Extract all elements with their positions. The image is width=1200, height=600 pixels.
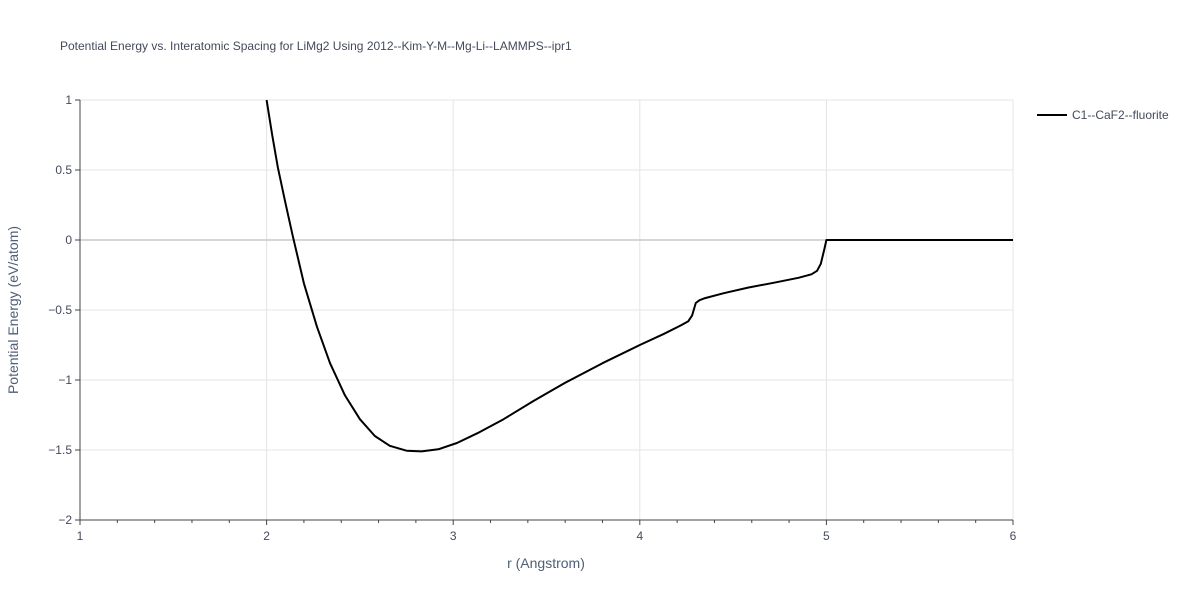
plot-area	[265, 99, 1013, 453]
x-tick-label: 1	[77, 529, 84, 543]
y-tick-label: −1.5	[48, 443, 72, 457]
grid	[80, 99, 1014, 520]
legend[interactable]: C1--CaF2--fluorite	[1037, 108, 1169, 122]
x-tick-label: 6	[1010, 529, 1017, 543]
legend-label: C1--CaF2--fluorite	[1072, 108, 1169, 122]
x-tick-label: 3	[450, 529, 457, 543]
y-tick-label: −1	[58, 373, 72, 387]
y-tick-label: 1	[65, 93, 72, 107]
y-tick-label: 0.5	[55, 163, 72, 177]
series-line[interactable]	[265, 99, 1013, 453]
axes: 1 2 3 4 5 6 1 0.5 0 −0.5 −1 −1.5 −2	[48, 93, 1016, 543]
x-tick-label: 5	[823, 529, 830, 543]
y-tick-label: −2	[58, 513, 72, 527]
x-axis-label: r (Angstrom)	[507, 555, 585, 571]
y-tick-label: 0	[65, 233, 72, 247]
x-tick-label: 4	[636, 529, 643, 543]
x-tick-label: 2	[263, 529, 270, 543]
y-tick-label: −0.5	[48, 303, 72, 317]
y-axis-label: Potential Energy (eV/atom)	[5, 226, 21, 394]
legend-item[interactable]: C1--CaF2--fluorite	[1037, 108, 1169, 122]
chart-title: Potential Energy vs. Interatomic Spacing…	[60, 39, 572, 53]
